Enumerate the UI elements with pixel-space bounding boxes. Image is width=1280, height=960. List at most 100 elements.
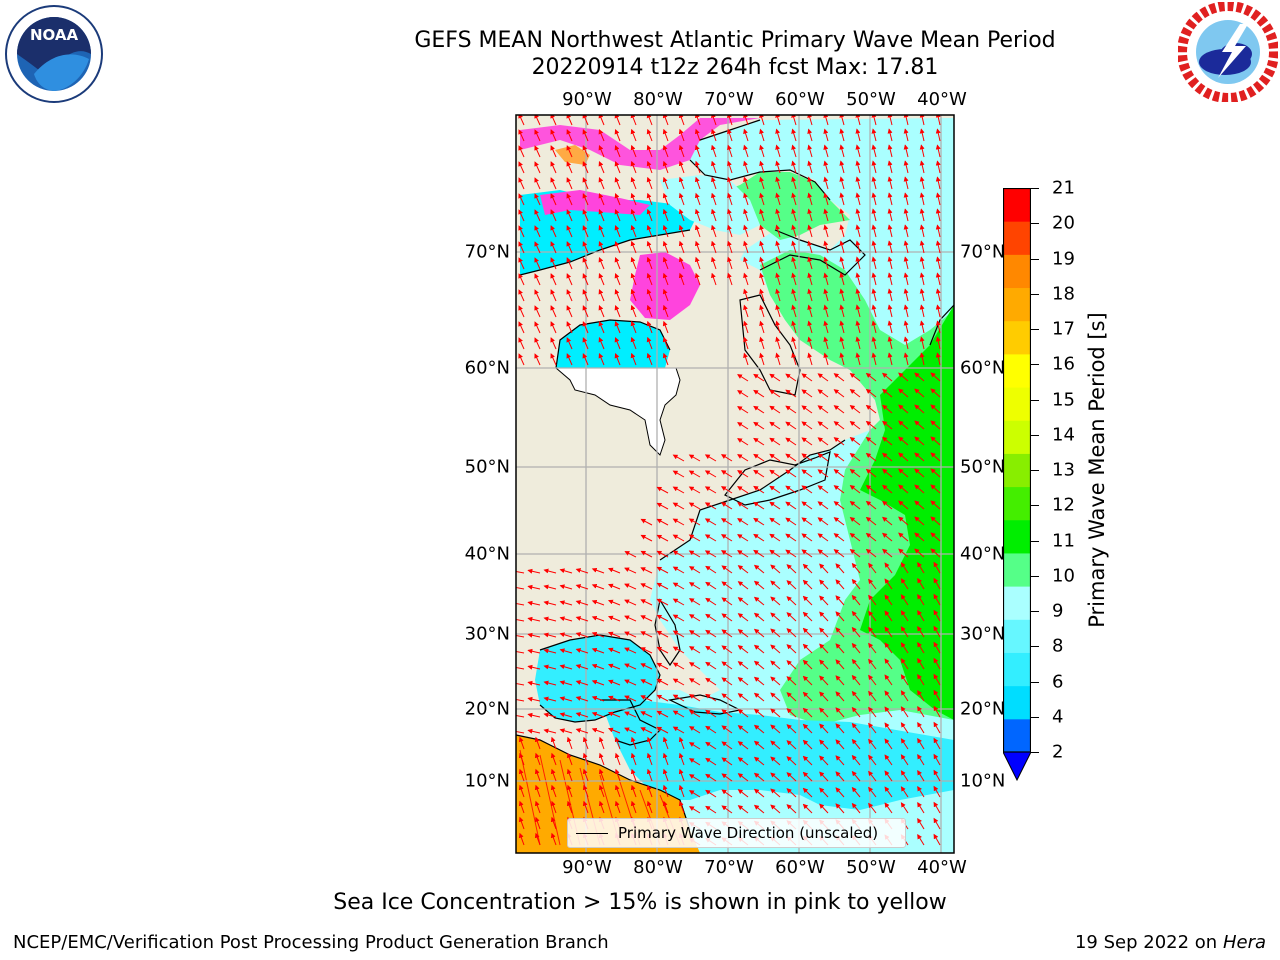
wave-direction-arrow xyxy=(630,208,637,222)
wave-direction-arrow xyxy=(598,800,605,814)
wave-direction-arrow xyxy=(933,833,941,846)
wave-direction-arrow xyxy=(640,695,653,702)
wave-direction-arrow xyxy=(591,583,605,590)
wave-direction-arrow xyxy=(646,176,653,190)
wave-direction-arrow xyxy=(770,756,781,766)
wave-direction-arrow xyxy=(817,453,829,462)
wave-direction-arrow xyxy=(624,631,637,638)
wave-direction-arrow xyxy=(851,722,861,734)
wave-direction-arrow xyxy=(688,518,701,526)
wave-direction-arrow xyxy=(933,593,941,606)
wave-direction-arrow xyxy=(802,579,813,590)
wave-direction-arrow xyxy=(887,224,893,238)
wave-direction-arrow xyxy=(550,257,557,270)
wave-direction-arrow xyxy=(753,708,765,718)
wave-direction-arrow xyxy=(851,770,861,782)
colorbar-tick-label: 17 xyxy=(1052,318,1075,340)
wave-direction-arrow xyxy=(705,597,717,606)
wave-direction-arrow xyxy=(839,288,845,302)
wave-direction-arrow xyxy=(575,728,589,734)
lon-label-top: 90°W xyxy=(562,89,612,110)
wave-direction-arrow xyxy=(656,710,669,718)
wave-direction-arrow xyxy=(720,486,733,494)
wave-direction-arrow xyxy=(769,485,781,494)
wave-direction-arrow xyxy=(582,337,589,350)
wave-direction-arrow xyxy=(919,240,925,254)
wave-direction-arrow xyxy=(575,680,589,686)
wave-direction-arrow xyxy=(884,738,893,750)
wave-direction-arrow xyxy=(819,595,829,606)
wave-direction-arrow xyxy=(903,160,909,174)
wave-direction-arrow xyxy=(550,816,557,830)
wave-direction-arrow xyxy=(672,550,685,558)
wave-direction-arrow xyxy=(582,752,589,766)
wave-direction-arrow xyxy=(688,662,701,670)
wave-direction-arrow xyxy=(833,501,845,510)
colorbar-segment xyxy=(1003,652,1031,687)
colorbar-tick-label: 6 xyxy=(1052,671,1064,692)
wave-direction-arrow xyxy=(737,757,749,766)
wave-direction-arrow xyxy=(656,550,669,558)
chart-title: GEFS MEAN Northwest Atlantic Primary Wav… xyxy=(414,28,1056,53)
lat-label-left: 60°N xyxy=(464,357,510,379)
wave-direction-arrow xyxy=(887,192,893,206)
wave-direction-arrow xyxy=(646,304,653,318)
colorbar-tick-mark xyxy=(1031,188,1039,189)
wave-direction-arrow xyxy=(721,645,733,654)
wave-direction-arrow xyxy=(630,176,637,190)
legend-label: Primary Wave Direction (unscaled) xyxy=(618,824,879,842)
wave-direction-arrow xyxy=(933,657,941,670)
wave-direction-arrow xyxy=(598,736,605,750)
wave-direction-arrow xyxy=(839,256,845,270)
lon-label-bottom: 90°W xyxy=(562,857,612,878)
wave-direction-arrow xyxy=(819,755,829,766)
wave-direction-arrow xyxy=(614,784,621,798)
wave-direction-arrow xyxy=(871,176,877,190)
wave-direction-arrow xyxy=(518,337,525,350)
colorbar-segment xyxy=(1003,387,1031,421)
wave-direction-arrow xyxy=(769,501,781,510)
wave-direction-arrow xyxy=(882,372,893,382)
wave-direction-arrow xyxy=(914,532,925,542)
wave-direction-arrow xyxy=(575,568,589,574)
wave-direction-arrow xyxy=(737,390,749,398)
wave-direction-arrow xyxy=(737,693,749,702)
wave-direction-arrow xyxy=(791,144,797,158)
wave-direction-arrow xyxy=(833,373,845,382)
wave-direction-arrow xyxy=(672,630,685,638)
wave-direction-arrow xyxy=(656,518,669,526)
wave-direction-arrow xyxy=(823,336,829,350)
wave-direction-arrow xyxy=(786,580,797,590)
wave-direction-arrow xyxy=(801,453,813,462)
wave-direction-arrow xyxy=(835,627,845,638)
wave-direction-arrow xyxy=(727,224,733,238)
wave-direction-arrow xyxy=(801,389,813,398)
wave-direction-arrow xyxy=(598,304,605,318)
wave-direction-arrow xyxy=(566,257,573,270)
wave-direction-arrow xyxy=(935,256,941,270)
wave-direction-arrow xyxy=(527,648,541,654)
wave-direction-arrow xyxy=(753,453,765,462)
wave-direction-arrow xyxy=(694,240,701,254)
wave-direction-arrow xyxy=(646,128,653,142)
lat-label-right: 50°N xyxy=(960,456,1006,478)
wave-direction-arrow xyxy=(802,803,813,814)
wave-direction-arrow xyxy=(727,160,733,174)
wave-direction-arrow xyxy=(753,772,765,782)
lon-label-bottom: 80°W xyxy=(633,857,683,878)
wave-direction-arrow xyxy=(785,389,797,398)
wave-direction-arrow xyxy=(887,208,893,222)
wave-direction-arrow xyxy=(518,177,525,190)
wave-direction-arrow xyxy=(839,224,845,238)
wave-direction-arrow xyxy=(662,192,669,206)
wave-direction-arrow xyxy=(614,240,621,254)
wave-direction-arrow xyxy=(871,160,877,174)
wave-direction-arrow xyxy=(582,129,589,142)
wave-direction-arrow xyxy=(935,320,941,334)
wave-direction-arrow xyxy=(672,598,685,606)
wave-direction-arrow xyxy=(516,681,525,686)
wave-direction-arrow xyxy=(802,595,813,606)
wave-direction-arrow xyxy=(705,789,717,798)
wave-direction-arrow xyxy=(678,144,685,158)
wave-direction-arrow xyxy=(753,676,765,686)
